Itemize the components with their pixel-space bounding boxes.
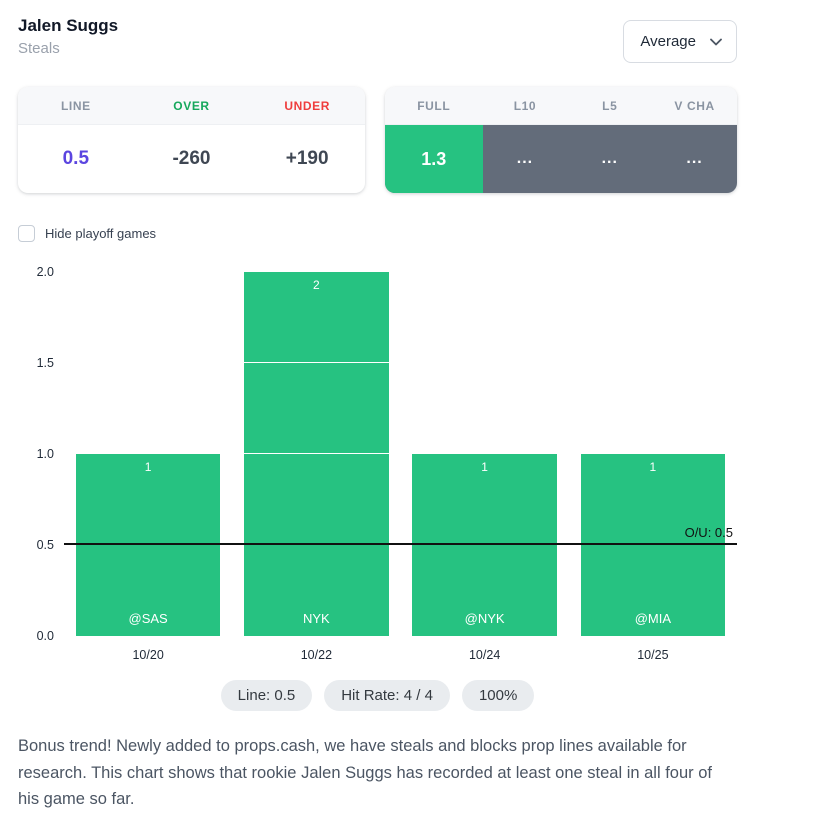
hide-playoff-label: Hide playoff games <box>45 226 157 241</box>
white-gridline <box>64 361 737 363</box>
steals-bar-chart: 0.0 0.5 1.0 1.5 2.0 1 @SAS 2 NYK 1 @NYK 1 @MIA O/U: … <box>18 265 737 670</box>
x-tick-label: 10/22 <box>300 648 333 662</box>
splits-card-header: FULL L10 L5 V CHA <box>385 87 737 125</box>
bar-10-20[interactable]: 1 @SAS <box>75 454 221 636</box>
bar-10-25[interactable]: 1 @MIA <box>580 454 726 636</box>
summary-pill: Hit Rate: 4 / 4 <box>324 680 450 711</box>
stat-cards-row: LINE OVER UNDER 0.5 -260 +190 FULL L10 L5 V… <box>18 87 737 193</box>
over-under-line <box>64 543 737 545</box>
splits-column-header: V CHA <box>674 98 715 113</box>
plot-area: 1 @SAS 2 NYK 1 @NYK 1 @MIA O/U: 0.5 <box>64 272 737 636</box>
bar-column: 1 @SAS <box>64 272 232 636</box>
player-name: Jalen Suggs <box>18 16 119 35</box>
bar-column: 1 @MIA <box>569 272 737 636</box>
bar-value-label: 1 <box>481 460 488 474</box>
y-tick-label: 2.0 <box>36 265 54 279</box>
splits-column-header: L5 <box>602 98 618 113</box>
line-card: LINE OVER UNDER 0.5 -260 +190 <box>18 87 365 193</box>
chevron-down-icon <box>710 38 722 46</box>
over-odds-value: -260 <box>172 148 211 169</box>
x-tick-label: 10/25 <box>637 648 669 662</box>
bar-10-22[interactable]: 2 NYK <box>244 272 389 636</box>
splits-full-value: 1.3 <box>385 125 483 193</box>
splits-placeholder-value: ... <box>601 150 618 167</box>
bar-value-label: 2 <box>313 278 320 292</box>
summary-pill: Line: 0.5 <box>220 680 313 711</box>
summary-pills-row: Line: 0.5 Hit Rate: 4 / 4 100% <box>18 680 737 711</box>
splits-card: FULL L10 L5 V CHA 1.3......... <box>385 87 737 193</box>
bar-column: 2 NYK <box>232 272 400 636</box>
stat-label: Steals <box>18 40 60 57</box>
bar-column: 1 @NYK <box>401 272 569 636</box>
splits-column-header: L10 <box>513 98 537 113</box>
bar-opponent-label: @NYK <box>464 611 505 626</box>
splits-placeholder-value: ... <box>516 150 534 167</box>
line-column-header: LINE <box>60 98 91 113</box>
y-axis: 0.0 0.5 1.0 1.5 2.0 <box>18 265 64 643</box>
aggregate-dropdown-value: Average <box>640 33 696 50</box>
y-tick-label: 0.5 <box>36 538 54 552</box>
bar-opponent-label: @MIA <box>634 611 672 626</box>
line-card-header: LINE OVER UNDER <box>18 87 365 125</box>
over-column-header: OVER <box>173 98 210 113</box>
under-odds-value: +190 <box>285 148 329 169</box>
hide-playoff-row[interactable]: Hide playoff games <box>18 225 737 242</box>
bar-value-label: 1 <box>144 460 152 474</box>
hide-playoff-checkbox[interactable] <box>18 225 35 242</box>
x-tick-label: 10/20 <box>132 648 164 662</box>
bar-opponent-label: NYK <box>302 611 330 626</box>
line-value: 0.5 <box>62 148 90 169</box>
bar-opponent-label: @SAS <box>128 611 168 626</box>
page-header: Jalen Suggs Steals Average <box>18 16 737 63</box>
splits-column-header: FULL <box>417 98 451 113</box>
y-tick-label: 1.0 <box>36 447 54 461</box>
bar-10-24[interactable]: 1 @NYK <box>412 454 557 636</box>
summary-pill: 100% <box>461 680 535 711</box>
line-card-body: 0.5 -260 +190 <box>18 125 365 193</box>
bonus-trend-text: Bonus trend! Newly added to props.cash, … <box>18 737 712 809</box>
aggregate-dropdown[interactable]: Average <box>623 20 737 63</box>
splits-card-body: 1.3......... <box>385 125 737 193</box>
over-under-label: O/U: 0.5 <box>684 525 733 540</box>
y-tick-label: 0.0 <box>36 629 54 643</box>
bar-value-label: 1 <box>649 460 657 474</box>
splits-placeholder-value: ... <box>686 150 703 167</box>
player-block: Jalen Suggs Steals <box>18 16 118 57</box>
x-tick-label: 10/24 <box>468 648 501 662</box>
y-tick-label: 1.5 <box>36 356 54 370</box>
x-axis: 10/20 10/22 10/24 10/25 <box>64 636 737 670</box>
under-column-header: UNDER <box>284 98 330 113</box>
white-gridline <box>64 452 737 454</box>
